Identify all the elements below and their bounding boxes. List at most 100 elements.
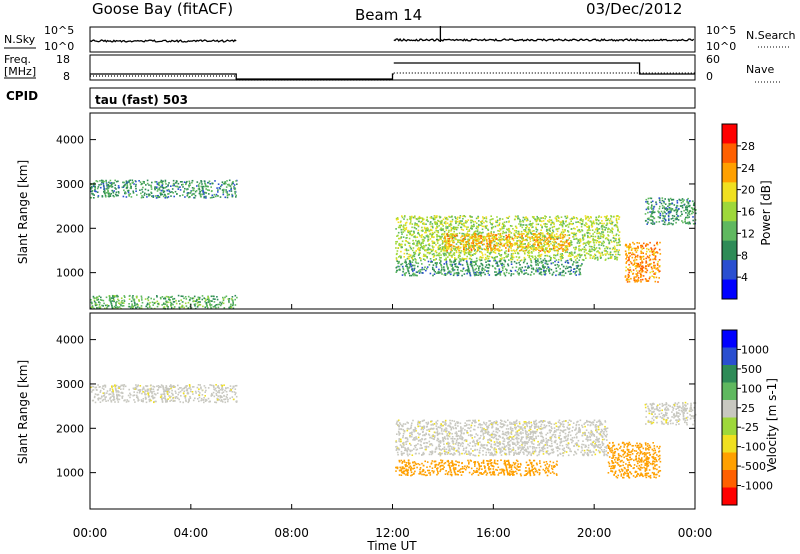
power-echo-pixel (494, 256, 497, 258)
power-echo-pixel (104, 193, 107, 195)
power-echo-pixel (91, 306, 93, 308)
power-echo-pixel (140, 196, 143, 199)
power-echo-pixel (491, 222, 494, 225)
power-echo-pixel (468, 247, 470, 249)
power-echo-pixel (573, 238, 575, 240)
power-echo-pixel (693, 203, 695, 205)
power-echo-pixel (443, 266, 445, 268)
power-echo-pixel (441, 219, 443, 222)
power-echo-pixel (539, 273, 542, 275)
velocity-echo-pixel (163, 391, 165, 393)
power-echo-pixel (675, 206, 678, 209)
power-echo-pixel (656, 241, 658, 244)
power-echo-pixel (441, 248, 443, 251)
power-echo-pixel (581, 229, 583, 231)
power-echo-pixel (440, 227, 443, 230)
power-echo-pixel (514, 237, 516, 239)
power-echo-pixel (463, 234, 466, 236)
power-echo-pixel (488, 263, 490, 266)
power-echo-pixel (609, 231, 611, 233)
power-echo-pixel (210, 186, 212, 188)
power-echo-pixel (500, 249, 503, 251)
power-echo-pixel (557, 220, 560, 222)
power-echo-pixel (456, 220, 459, 223)
velocity-echo-pixel (183, 390, 185, 393)
power-echo-pixel (205, 299, 207, 302)
power-echo-pixel (657, 210, 659, 213)
power-echo-pixel (476, 271, 478, 273)
power-echo-pixel (549, 250, 551, 252)
power-echo-pixel (445, 229, 448, 231)
power-echo-pixel (624, 276, 627, 278)
power-echo-pixel (468, 246, 470, 248)
power-echo-pixel (202, 305, 204, 308)
power-echo-pixel (520, 249, 523, 251)
velocity-echo-pixel (152, 385, 154, 388)
power-echo-pixel (208, 301, 211, 303)
power-echo-pixel (584, 254, 586, 256)
power-echo-pixel (165, 183, 167, 185)
power-echo-pixel (499, 259, 502, 261)
power-echo-pixel (185, 305, 188, 307)
power-echo-pixel (571, 253, 573, 256)
power-echo-pixel (475, 227, 478, 230)
power-echo-pixel (179, 195, 181, 197)
power-echo-pixel (423, 223, 425, 226)
power-echo-pixel (591, 248, 593, 250)
power-echo-pixel (157, 303, 159, 305)
power-echo-pixel (577, 264, 580, 267)
power-echo-pixel (640, 250, 642, 253)
power-echo-pixel (664, 208, 667, 210)
power-echo-pixel (659, 265, 661, 267)
power-echo-pixel (206, 298, 209, 301)
power-echo-pixel (149, 301, 151, 304)
power-echo-pixel (409, 254, 412, 256)
power-echo-pixel (442, 218, 445, 221)
power-echo-pixel (109, 194, 112, 196)
power-echo-pixel (649, 219, 651, 221)
power-echo-pixel (232, 182, 235, 185)
velocity-echo-pixel (170, 387, 172, 390)
velocity-echo-pixel (229, 385, 232, 387)
velocity-echo-pixel (150, 387, 152, 390)
power-echo-pixel (413, 231, 415, 233)
power-echo-pixel (572, 216, 575, 218)
power-echo-pixel (472, 268, 474, 270)
power-echo-pixel (549, 240, 552, 243)
power-echo-pixel (228, 190, 231, 192)
power-echo-pixel (571, 254, 574, 256)
power-echo-pixel (588, 245, 591, 248)
power-echo-pixel (145, 184, 147, 186)
power-echo-pixel (537, 270, 539, 273)
power-echo-pixel (444, 240, 446, 242)
power-echo-pixel (578, 270, 581, 272)
power-echo-pixel (689, 204, 691, 207)
power-echo-pixel (443, 252, 445, 255)
power-echo-pixel (119, 303, 121, 305)
power-echo-pixel (527, 273, 529, 276)
power-echo-pixel (234, 191, 236, 193)
power-echo-pixel (641, 265, 644, 267)
power-echo-pixel (650, 205, 653, 208)
power-echo-pixel (573, 232, 576, 234)
power-echo-pixel (453, 228, 455, 231)
power-echo-pixel (595, 216, 597, 219)
velocity-echo-pixel (117, 391, 119, 393)
power-echo-pixel (534, 258, 536, 260)
velocity-echo-pixel (94, 386, 97, 389)
power-echo-pixel (553, 249, 555, 251)
power-echo-pixel (108, 181, 110, 184)
power-echo-pixel (511, 245, 513, 247)
velocity-echo-pixel (117, 394, 120, 397)
power-echo-pixel (531, 248, 533, 251)
power-echo-pixel (598, 241, 600, 243)
power-echo-pixel (145, 305, 147, 308)
power-echo-pixel (525, 234, 528, 236)
power-echo-pixel (152, 195, 155, 197)
power-echo-pixel (162, 307, 165, 309)
power-echo-pixel (579, 219, 582, 221)
power-echo-pixel (161, 182, 164, 184)
power-echo-pixel (421, 218, 424, 220)
power-echo-pixel (117, 194, 119, 197)
power-echo-pixel (596, 229, 599, 231)
